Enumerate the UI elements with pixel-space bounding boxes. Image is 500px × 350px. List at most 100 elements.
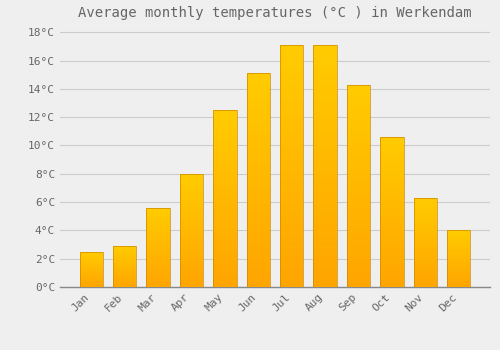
Bar xyxy=(447,281,470,282)
Bar xyxy=(213,234,236,236)
Bar xyxy=(246,165,270,167)
Bar xyxy=(380,230,404,231)
Bar xyxy=(314,98,337,101)
Bar xyxy=(246,195,270,197)
Bar xyxy=(414,256,437,257)
Bar xyxy=(146,257,170,258)
Bar xyxy=(80,276,103,277)
Bar xyxy=(380,156,404,158)
Bar xyxy=(80,254,103,255)
Bar xyxy=(280,190,303,192)
Bar xyxy=(347,277,370,279)
Bar xyxy=(347,115,370,117)
Bar xyxy=(80,267,103,268)
Bar xyxy=(246,174,270,176)
Bar xyxy=(146,282,170,283)
Bar xyxy=(246,242,270,244)
Bar xyxy=(280,159,303,161)
Bar xyxy=(246,236,270,238)
Bar xyxy=(280,45,303,287)
Bar xyxy=(380,194,404,196)
Bar xyxy=(447,286,470,287)
Bar xyxy=(113,271,136,272)
Bar xyxy=(314,161,337,163)
Bar xyxy=(347,254,370,257)
Bar xyxy=(246,244,270,246)
Bar xyxy=(213,181,236,183)
Bar xyxy=(447,246,470,247)
Bar xyxy=(280,154,303,156)
Bar xyxy=(246,159,270,161)
Bar xyxy=(414,213,437,214)
Bar xyxy=(380,204,404,206)
Bar xyxy=(314,60,337,62)
Bar xyxy=(246,73,270,76)
Bar xyxy=(146,256,170,257)
Bar xyxy=(113,284,136,285)
Bar xyxy=(447,257,470,258)
Bar xyxy=(213,146,236,147)
Bar xyxy=(447,248,470,249)
Bar xyxy=(113,254,136,255)
Bar xyxy=(380,257,404,259)
Bar xyxy=(380,196,404,197)
Bar xyxy=(414,201,437,202)
Bar xyxy=(180,281,203,282)
Bar xyxy=(180,218,203,219)
Bar xyxy=(113,256,136,257)
Bar xyxy=(246,210,270,212)
Bar xyxy=(347,170,370,172)
Bar xyxy=(414,257,437,258)
Bar xyxy=(380,223,404,224)
Bar xyxy=(380,198,404,200)
Bar xyxy=(180,236,203,237)
Bar xyxy=(246,152,270,154)
Bar xyxy=(280,105,303,108)
Bar xyxy=(414,244,437,245)
Bar xyxy=(414,255,437,256)
Bar xyxy=(280,55,303,57)
Bar xyxy=(280,62,303,64)
Bar xyxy=(314,50,337,52)
Bar xyxy=(380,193,404,194)
Bar xyxy=(213,222,236,223)
Bar xyxy=(213,280,236,282)
Bar xyxy=(347,111,370,113)
Bar xyxy=(347,149,370,152)
Bar xyxy=(146,233,170,234)
Bar xyxy=(180,174,203,175)
Bar xyxy=(314,263,337,265)
Bar xyxy=(347,103,370,105)
Bar xyxy=(414,247,437,248)
Bar xyxy=(280,127,303,130)
Bar xyxy=(246,184,270,187)
Bar xyxy=(314,186,337,188)
Bar xyxy=(414,259,437,260)
Bar xyxy=(347,261,370,263)
Bar xyxy=(347,285,370,287)
Bar xyxy=(180,268,203,269)
Bar xyxy=(180,252,203,253)
Bar xyxy=(80,277,103,278)
Bar xyxy=(414,228,437,229)
Bar xyxy=(414,206,437,207)
Bar xyxy=(180,223,203,224)
Bar xyxy=(347,85,370,87)
Bar xyxy=(380,221,404,223)
Bar xyxy=(314,273,337,275)
Bar xyxy=(213,276,236,278)
Bar xyxy=(314,171,337,173)
Bar xyxy=(213,122,236,124)
Bar xyxy=(213,252,236,253)
Bar xyxy=(80,271,103,272)
Bar xyxy=(380,240,404,242)
Bar xyxy=(246,191,270,193)
Bar xyxy=(80,252,103,287)
Bar xyxy=(146,236,170,237)
Bar xyxy=(213,218,236,220)
Bar xyxy=(414,222,437,223)
Bar xyxy=(380,179,404,181)
Bar xyxy=(146,249,170,250)
Bar xyxy=(414,203,437,204)
Bar xyxy=(347,125,370,127)
